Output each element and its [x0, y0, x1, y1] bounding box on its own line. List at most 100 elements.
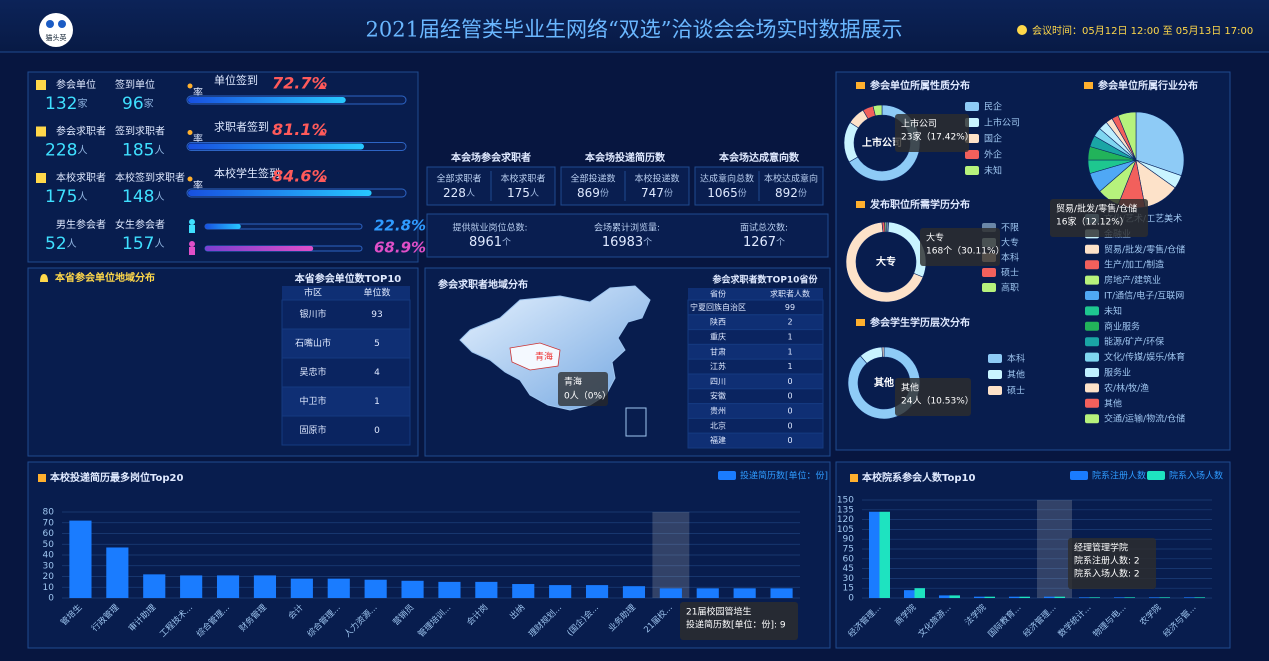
legend-label: 农/林/牧/渔	[1104, 382, 1149, 394]
map-region-qinghai[interactable]	[509, 342, 561, 371]
legend-swatch	[1085, 337, 1099, 347]
header-bar	[0, 0, 1269, 52]
table-cell: 5	[374, 339, 380, 349]
table-cell: 银川市	[299, 308, 326, 320]
stat-unit: 份	[798, 187, 807, 199]
tooltip-box	[1068, 538, 1156, 589]
table-cell: 0	[374, 426, 380, 436]
panel	[835, 461, 1231, 649]
legend-label: 硕士	[1001, 267, 1019, 279]
label: 求职者签到	[214, 120, 269, 134]
title-icon	[1084, 82, 1093, 89]
progress-fill	[205, 246, 314, 251]
table-cell: 石嘴山市	[295, 337, 331, 349]
table-cell: 1	[374, 397, 380, 407]
stat-value: 132家	[45, 94, 87, 114]
stat-number: 228	[45, 141, 77, 161]
hover-band	[1037, 500, 1072, 598]
y-tick-label: 105	[837, 525, 854, 535]
table-header-cell: 市区	[304, 287, 322, 299]
label: 本校求职者	[500, 173, 545, 185]
stat-number: 132	[45, 94, 77, 114]
legend-label: 本科	[1001, 252, 1019, 264]
legend-swatch	[1085, 398, 1099, 408]
up-arrow	[318, 83, 326, 89]
legend-swatch	[1085, 383, 1099, 393]
y-tick-label: 60	[843, 554, 855, 564]
legend-label: 未知	[984, 165, 1002, 177]
stat-value: 148人	[122, 187, 164, 207]
person-icon	[189, 219, 195, 225]
legend-label: 上市公司	[984, 117, 1020, 129]
legend-swatch	[965, 102, 979, 111]
title-icon	[856, 201, 865, 208]
legend-swatch	[988, 386, 1002, 395]
y-tick-label: 120	[837, 515, 854, 525]
stat-unit: 份	[738, 187, 747, 199]
legend-label: 大专	[1001, 237, 1019, 249]
map-label: 青海	[535, 351, 553, 363]
tooltip-text: 院系入场人数: 2	[1074, 568, 1140, 580]
map-inset	[625, 407, 647, 437]
stat-number: 148	[122, 187, 154, 207]
legend-label: 院系入场人数	[1169, 470, 1223, 482]
label: 签到单位	[115, 78, 155, 91]
legend-swatch	[1085, 321, 1099, 331]
tooltip-text: 23家（17.42%）	[901, 131, 974, 143]
progress-fill	[205, 224, 241, 229]
stat-unit: 人	[530, 188, 539, 199]
bar	[290, 578, 313, 598]
stat-value: 869份	[577, 186, 609, 200]
legend-label: 服务业	[1104, 367, 1131, 379]
stat-unit: 个	[643, 237, 652, 248]
bar	[585, 585, 609, 598]
tooltip-title: 其他	[901, 382, 919, 394]
table-cell: 北京	[710, 420, 726, 430]
stat-number: 175	[507, 186, 530, 200]
legend-swatch	[982, 268, 996, 277]
bar	[180, 575, 203, 598]
stat-unit: 个	[776, 237, 785, 248]
label: 女生参会者	[115, 218, 165, 231]
legend-label: 其他	[1104, 397, 1122, 409]
bar	[475, 581, 498, 598]
bar	[869, 511, 880, 598]
y-tick-label: 20	[43, 572, 55, 582]
table-row	[687, 329, 824, 345]
legend-label: 院系注册人数	[1092, 470, 1146, 482]
bar	[984, 596, 995, 598]
table-cell: 甘肃	[710, 346, 726, 356]
stat-number: 1065	[707, 186, 738, 200]
progress-fill	[188, 190, 372, 196]
label: 本省参会单位数TOP10	[295, 272, 402, 285]
tooltip-text: 投递简历数[单位：份]: 9	[686, 619, 786, 631]
row-icon	[36, 80, 46, 90]
chart-title: 参会单位所属性质分布	[870, 79, 970, 92]
bar	[69, 520, 92, 598]
y-tick-label: 40	[43, 551, 55, 561]
up-arrow	[318, 129, 326, 136]
table-row	[687, 343, 824, 360]
y-tick-label: 90	[843, 535, 855, 545]
table-row	[281, 415, 411, 446]
table-cell: 1	[787, 362, 792, 371]
rate-dot	[187, 130, 193, 135]
pie-slice	[1117, 111, 1137, 161]
bar	[1194, 597, 1205, 598]
donut-segment	[845, 221, 924, 303]
tooltip-title: 大专	[926, 232, 944, 244]
clock-icon	[1017, 25, 1027, 35]
legend-swatch	[1085, 368, 1099, 377]
stat-number: 16983	[602, 235, 643, 250]
y-tick-label: 15	[843, 584, 854, 594]
logo-eye	[46, 20, 54, 28]
tooltip-title: 贸易/批发/零售/仓储	[1056, 203, 1137, 215]
bar	[438, 581, 461, 598]
legend-label: 生产/加工/制造	[1104, 259, 1164, 271]
label: 本校学生签到	[214, 166, 280, 180]
tooltip-box	[920, 228, 1000, 266]
bar	[1009, 596, 1020, 598]
stat-number: 96	[122, 94, 144, 114]
table-cell: 江苏	[710, 361, 726, 371]
legend-swatch	[1085, 260, 1099, 270]
